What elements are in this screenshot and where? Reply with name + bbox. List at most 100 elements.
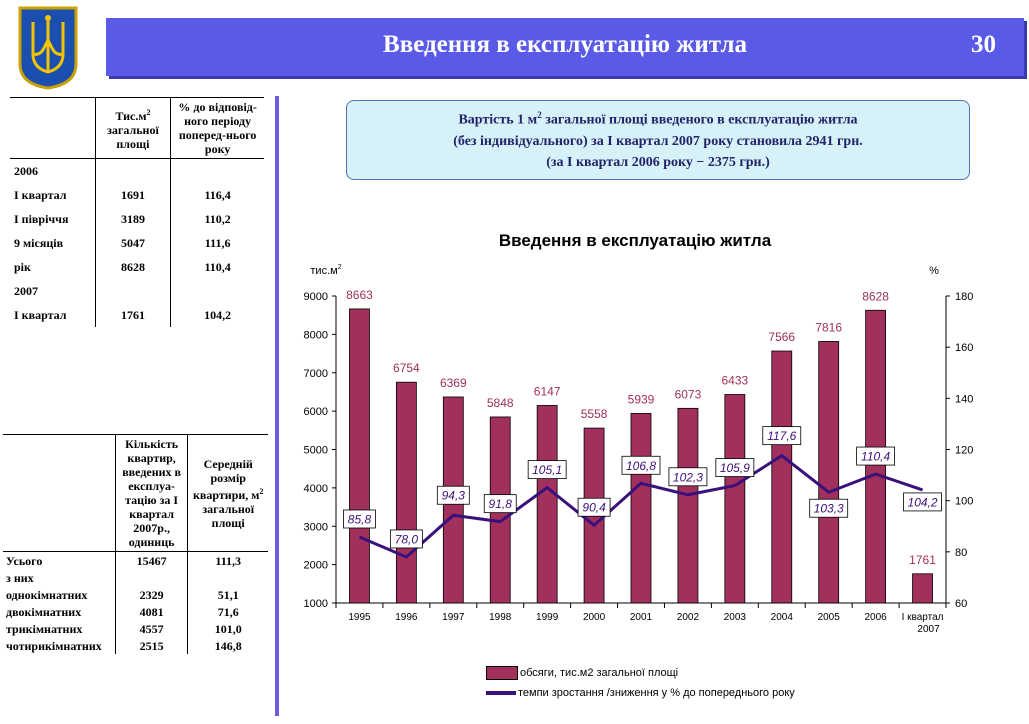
bar	[724, 394, 746, 604]
y-axis-label-sup: 2	[338, 264, 342, 271]
legend-bar-label: обсяги, тис.м2 загальної площі	[520, 666, 679, 679]
bar-value-label: 6754	[393, 361, 420, 375]
bar	[771, 350, 793, 604]
table-row: І квартал 1761 104,2	[10, 303, 264, 327]
line-value-box	[389, 529, 423, 549]
row-value: 5047	[94, 231, 172, 255]
y2-tick-label: 80	[955, 547, 967, 559]
y2-tick-label: 100	[955, 496, 973, 508]
table-row: рік 8628 110,4	[10, 255, 264, 279]
row-label: 2007	[14, 283, 38, 298]
bar	[677, 407, 699, 604]
y-tick-label: 8000	[304, 329, 328, 341]
growth-rate-line	[358, 453, 924, 559]
row-value: 2515	[114, 637, 189, 654]
row-label: трикімнатних	[6, 621, 83, 636]
line-value-box	[577, 497, 611, 517]
row-value: 15467	[114, 551, 189, 569]
table2-header-empty	[3, 435, 115, 552]
line-value-box	[621, 455, 661, 475]
line-value-label: 105,1	[532, 463, 562, 477]
row-value	[94, 158, 172, 183]
price-info-box: Вартість 1 м2 загальної площі введеного …	[346, 100, 970, 180]
line-value-box	[483, 494, 517, 514]
table1-header-percent: % до відповід-ного періоду поперед-нього…	[178, 100, 257, 156]
y-tick-label: 4000	[304, 483, 328, 495]
line-value-label: 94,3	[442, 489, 466, 503]
y-tick-label: 3000	[304, 521, 328, 533]
x-tick-label: 2000	[583, 612, 606, 623]
line-value-label: 105,9	[720, 461, 750, 475]
table-row: Усього 15467 111,3	[3, 551, 268, 569]
line-value-box	[856, 446, 896, 466]
info-line-3: (за І квартал 2006 року − 2375 грн.)	[546, 154, 770, 170]
bar-value-label: 7566	[768, 330, 795, 344]
row-value: 4557	[114, 620, 189, 637]
row-label: І квартал	[14, 187, 67, 202]
bar-value-label: 6073	[675, 387, 702, 401]
line-value-label: 110,4	[861, 450, 890, 464]
y-tick-label: 7000	[304, 368, 328, 380]
row-label: чотирикімнатних	[6, 638, 102, 653]
row-label: Усього	[6, 553, 43, 568]
title-bar: Введення в експлуатацію житла 30	[106, 18, 1024, 76]
line-value-box	[436, 485, 470, 505]
y-tick-label: 1000	[304, 598, 328, 610]
table1-header-area: Тис.м2 загальної площі	[94, 97, 172, 159]
row-label: 9 місяців	[14, 235, 64, 250]
info-line-2: (без індивідуального) за І квартал 2007 …	[453, 133, 863, 149]
y-tick-label: 6000	[304, 406, 328, 418]
x-tick-label: 1998	[489, 612, 512, 623]
page-number: 30	[971, 31, 996, 58]
bar-value-label: 6433	[721, 374, 748, 388]
bar-value-label: 5558	[581, 407, 608, 421]
vertical-divider	[275, 96, 279, 716]
x-tick-label: 2005	[818, 612, 841, 623]
row-value	[171, 279, 264, 303]
row-value	[171, 159, 264, 184]
row-value: 51,1	[217, 587, 239, 602]
line-value-label: 78,0	[395, 532, 419, 546]
line-value-label: 117,6	[767, 429, 796, 443]
row-value: 3189	[94, 207, 172, 231]
row-value: 104,2	[204, 307, 232, 322]
table2-header-count: Кількість квартир, введених в експлуа-та…	[114, 434, 189, 552]
housing-chart: 1000 2000 3000 4000 5000 6000 7000 8000 9000 60 80…	[304, 264, 974, 635]
row-value: 146,8	[214, 638, 242, 653]
line-value-label: 85,8	[348, 512, 372, 526]
legend-line-label: темпи зростання /зниження у % до поперед…	[518, 687, 795, 699]
legend-line: темпи зростання /зниження у % до поперед…	[486, 687, 795, 699]
x-tick-label-2: 2007	[917, 624, 940, 635]
line-value-box	[715, 458, 755, 477]
line-value-box	[809, 498, 849, 518]
x-tick-label: 2004	[771, 612, 794, 623]
row-value: 101,0	[214, 621, 242, 636]
quarterly-area-table: Тис.м2 загальної площі % до відповід-ног…	[10, 97, 264, 327]
table-row: І квартал 1691 116,4	[10, 183, 264, 207]
y2-axis-label: %	[929, 265, 939, 277]
bar-value-label: 8628	[862, 289, 889, 303]
y-tick-label: 9000	[304, 291, 328, 303]
row-value: 1691	[94, 183, 172, 207]
bar-value-label: 5939	[628, 392, 655, 406]
row-label: рік	[14, 259, 31, 274]
table-row: 2006	[10, 158, 264, 184]
info-line-1: Вартість 1 м2 загальної площі введеного …	[458, 110, 858, 128]
table-row: І півріччя 3189 110,2	[10, 207, 264, 231]
y2-tick-label: 140	[955, 393, 973, 405]
y2-tick-label: 160	[955, 342, 973, 354]
x-tick-label: 2006	[864, 612, 887, 623]
page-title: Введення в експлуатацію житла	[383, 31, 747, 58]
x-tick-label: 1999	[536, 612, 559, 623]
row-value: 4081	[114, 603, 189, 620]
bar-value-label: 5848	[487, 396, 514, 410]
line-value-box	[762, 426, 802, 446]
table-row: однокімнатних 2329 51,1	[3, 586, 268, 603]
x-tick-label: 2001	[630, 612, 653, 623]
y2-tick-label: 60	[955, 598, 967, 610]
x-tick-label: 2002	[677, 612, 700, 623]
table2-header-avg-size: Середній розмір квартири, м2 загальної п…	[192, 456, 264, 530]
chart-title: Введення в експлуатацію житла	[498, 231, 772, 250]
row-label: двокімнатних	[6, 604, 82, 619]
y2-tick-label: 180	[955, 291, 973, 303]
